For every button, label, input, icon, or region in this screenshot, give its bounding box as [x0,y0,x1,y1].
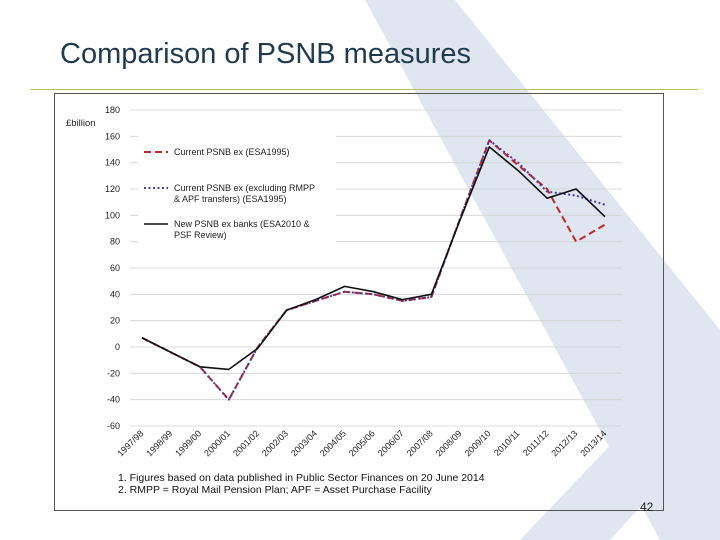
x-tick-label: 2009/10 [463,428,493,458]
x-tick-label: 1999/00 [173,428,203,458]
x-tick-label: 2001/02 [231,428,261,458]
y-tick-label: -60 [107,421,120,431]
x-tick-label: 2004/05 [318,428,348,458]
x-tick-label: 1998/99 [144,428,174,458]
x-tick-label: 2013/14 [578,428,608,458]
x-tick-label: 2010/11 [492,428,522,458]
x-tick-label: 2000/01 [202,428,232,458]
y-tick-label: 100 [105,210,120,220]
y-tick-label: 140 [105,158,120,168]
x-tick-label: 2011/12 [521,428,551,458]
y-tick-label: 20 [110,316,120,326]
x-tick-label: 2008/09 [434,428,464,458]
y-tick-label: 0 [115,342,120,352]
footnote-1: 1. Figures based on data published in Pu… [118,472,485,484]
y-tick-label: 120 [105,184,120,194]
x-tick-label: 2002/03 [260,428,290,458]
x-tick-label: 2005/06 [347,428,377,458]
title-divider [30,89,698,90]
x-tick-label: 2003/04 [289,428,319,458]
x-tick-label: 2006/07 [376,428,406,458]
y-axis-label: £billion [66,118,96,129]
y-tick-label: 40 [110,289,120,299]
x-tick-label: 2007/08 [405,428,435,458]
chart-frame [54,93,664,511]
x-tick-label: 2012/13 [549,428,579,458]
y-tick-label: 180 [105,105,120,115]
series-line-3 [141,146,606,371]
footnotes: 1. Figures based on data published in Pu… [118,472,485,496]
legend-label-3: New PSNB ex banks (ESA2010 & PSF Review) [174,219,310,240]
slide-title: Comparison of PSNB measures [60,38,471,70]
footnote-2: 2. RMPP = Royal Mail Pension Plan; APF =… [118,484,432,496]
y-tick-label: 80 [110,237,120,247]
x-tick-label: 1997/98 [115,428,145,458]
legend-label-1: Current PSNB ex (ESA1995) [174,147,290,157]
series-line-2 [141,139,606,401]
legend-box [138,133,336,265]
y-tick-label: -20 [107,368,120,378]
legend-label-2: Current PSNB ex (excluding RMPP & APF tra… [174,183,315,204]
page-number: 42 [640,500,654,514]
series-line-1 [141,139,606,401]
y-tick-label: 160 [105,131,120,141]
y-tick-label: 60 [110,263,120,273]
y-tick-label: -40 [107,395,120,405]
